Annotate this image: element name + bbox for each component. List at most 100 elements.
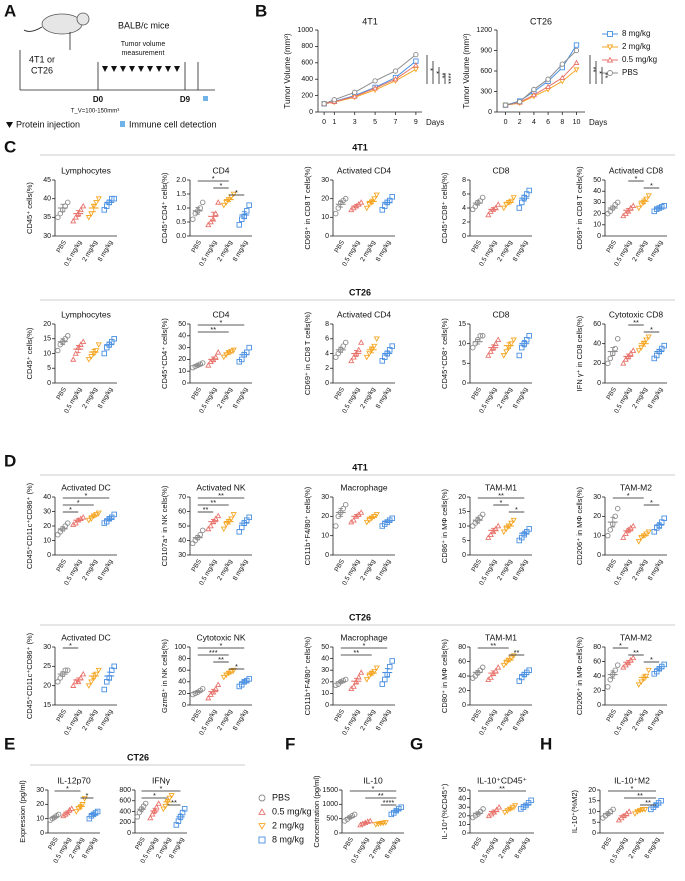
y-tick-label: 30 [321, 177, 329, 184]
y-tick-label: 20 [43, 523, 51, 530]
marker [480, 806, 486, 812]
y-tick-label: 10 [321, 214, 329, 221]
y-tick-label: 70 [178, 494, 186, 501]
marker [610, 806, 616, 813]
axes [47, 790, 100, 834]
x-tick-label: 5 [373, 119, 377, 126]
marker [243, 208, 250, 214]
y-tick-label: 60 [178, 508, 186, 515]
y-axis-label: IL-10⁺(%M2) [570, 789, 579, 833]
y-tick-label: 0 [325, 702, 329, 709]
marker [363, 354, 370, 361]
y-axis-label: CD107a⁺ in NK cells(%) [160, 485, 169, 566]
y-tick-label: 30 [43, 644, 51, 651]
sig-label: * [650, 325, 653, 334]
sig-label: ** [378, 791, 384, 800]
y-tick-label: 1000 [322, 801, 338, 808]
sig-label: * [77, 498, 80, 507]
x-tick-label: PBS [55, 558, 68, 573]
marker [605, 360, 611, 367]
marker [111, 336, 117, 342]
y-tick-label: 200 [301, 92, 313, 99]
marker [70, 682, 77, 688]
y-tick-label: 20 [43, 321, 51, 328]
sig-label: ** [210, 325, 216, 334]
y-axis-label: CD69⁺ in CD8 T cells(%) [575, 166, 584, 250]
marker [64, 520, 71, 526]
x-tick-label: PBS [470, 558, 483, 573]
measurement: measurement [122, 50, 165, 57]
y-tick-label: 0 [597, 552, 601, 559]
x-tick-label: PBS [55, 708, 68, 723]
sig-label: ** [353, 648, 359, 657]
y-tick-label: 30 [43, 508, 51, 515]
chart-title: CD4 [212, 165, 229, 175]
sig-label: **** [383, 798, 395, 807]
y-tick-label: 40 [593, 341, 601, 348]
y-tick-label: 15 [43, 336, 51, 343]
marker [190, 540, 196, 547]
marker [80, 670, 87, 677]
y-tick-label: 0 [325, 233, 329, 240]
sig-label: * [220, 641, 223, 650]
y-tick-label: 50 [321, 644, 329, 651]
x-tick-label: 8 mg/kg [232, 558, 250, 582]
marker [470, 206, 476, 213]
x-tick-label: 8 mg/kg [647, 386, 665, 410]
x-tick-label: PBS [470, 708, 483, 723]
y-axis-label: CD45⁺CD11c⁺CD86⁺ (%) [25, 482, 34, 569]
y-tick-label: 80 [178, 655, 186, 662]
y-tick-label: 0 [462, 830, 466, 837]
chart-title: Cytotoxic CD8 [609, 309, 664, 319]
marker [205, 525, 212, 532]
y-tick-label: 30 [178, 552, 186, 559]
y-tick-label: 20 [321, 513, 329, 520]
marker [371, 514, 378, 520]
y-tick-label: 40 [43, 196, 51, 203]
sig-label: *** [209, 648, 218, 657]
marker [205, 221, 212, 228]
y-tick-label: 40 [458, 795, 466, 802]
y-tick-label: 50 [178, 523, 186, 530]
y-axis-label: IFN γ⁺ in CD8 cells(%) [575, 315, 584, 391]
marker [246, 676, 252, 682]
sig-label: * [220, 318, 223, 327]
legend-text: Immune cell detection [129, 119, 217, 129]
marker [501, 810, 508, 816]
marker [573, 67, 580, 73]
y-tick-label: 0 [334, 830, 338, 837]
sig-label: * [66, 784, 69, 793]
marker [487, 348, 494, 354]
marker [55, 214, 61, 221]
y-tick-label: 4 [462, 205, 466, 212]
marker [62, 523, 68, 529]
marker [147, 814, 154, 821]
marker [412, 67, 419, 73]
y-tick-label: 80 [458, 644, 466, 651]
y-tick-label: 20 [458, 494, 466, 501]
marker [81, 796, 88, 802]
sig-label: * [235, 662, 238, 671]
marker [80, 202, 87, 209]
marker [530, 91, 537, 98]
x-tick-label: PBS [605, 239, 618, 254]
marker [500, 205, 507, 212]
marker [379, 681, 386, 687]
sig-label: * [595, 71, 602, 74]
marker [638, 679, 645, 686]
marker [607, 527, 614, 533]
marker [517, 99, 523, 105]
y-tick-label: 0 [462, 233, 466, 240]
y-axis-label: CD206⁺ in MΦ cells(%) [575, 486, 584, 565]
y-tick-label: 6 [325, 336, 329, 343]
y-tick-label: 10 [43, 537, 51, 544]
marker [607, 355, 614, 362]
y-tick-label: 60 [178, 667, 186, 674]
marker [88, 516, 95, 522]
marker [531, 86, 537, 93]
y-tick-label: 40 [178, 679, 186, 686]
marker [212, 210, 219, 216]
marker [638, 345, 645, 351]
marker [389, 343, 395, 349]
y-axis-label: CD11b⁺F4/80⁺ cells(%) [303, 486, 312, 565]
